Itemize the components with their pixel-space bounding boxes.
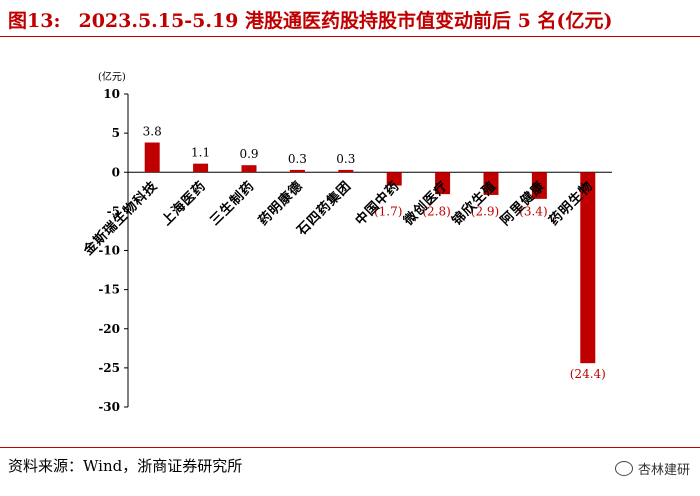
y-tick-label: -10 [98, 244, 120, 258]
wechat-icon [614, 461, 633, 476]
y-tick-label: -20 [98, 322, 120, 336]
y-tick-label: -5 [107, 204, 120, 218]
x-tick-label: 上海医药 [159, 178, 210, 229]
bar [144, 142, 160, 173]
x-tick-label: 三生制药 [207, 178, 258, 229]
y-tick-label: 10 [103, 87, 120, 101]
x-tick-label: 中国中药 [352, 178, 403, 229]
watermark-text: 杏林建研 [637, 463, 690, 478]
data-label: (3.4) [519, 204, 547, 218]
figure-title-text: 2023.5.15-5.19 港股通医药股持股市值变动前后 5 名(亿元) [78, 10, 613, 32]
bar [193, 163, 209, 173]
bar [386, 172, 402, 186]
bar [435, 172, 451, 195]
bar [241, 165, 257, 173]
data-label: 0.3 [288, 152, 307, 166]
bar [289, 169, 305, 173]
x-tick-label: 阿里健康 [497, 178, 548, 229]
top-rule [0, 36, 700, 37]
data-label: (2.9) [471, 204, 499, 218]
bar [580, 172, 596, 364]
data-label: 1.1 [191, 146, 210, 160]
x-tick-label: 金斯瑞生物科技 [80, 178, 161, 259]
bottom-rule [0, 447, 700, 448]
data-label: (1.7) [374, 204, 402, 218]
data-label: (24.4) [570, 367, 606, 381]
source-note: 资料来源：Wind，浙商证券研究所 [8, 457, 243, 475]
y-tick-label: 0 [112, 165, 120, 179]
data-label: 0.3 [336, 152, 355, 166]
figure-number: 图13: [8, 10, 61, 32]
data-label: 0.9 [239, 147, 258, 161]
y-tick-label: -15 [98, 283, 120, 297]
bar [531, 172, 547, 199]
x-tick-label: 锦欣生殖 [449, 178, 500, 229]
y-tick-label: -30 [98, 400, 120, 414]
unit-label: (亿元) [98, 70, 126, 83]
y-tick-label: -25 [98, 361, 120, 375]
data-label: 3.8 [143, 125, 162, 139]
x-tick-label: 药明康德 [255, 178, 306, 229]
figure-title: 图13: 2023.5.15-5.19 港股通医药股持股市值变动前后 5 名(亿元… [8, 6, 612, 33]
bar [483, 172, 499, 195]
bar-chart: (亿元) 10 5 0 -5 -10 -15 -20 -25 -30 3.8 金斯瑞生物科技 1.1 上海… [80, 70, 612, 414]
bar [338, 169, 354, 173]
y-tick-label: 5 [112, 126, 120, 140]
data-label: (2.8) [422, 204, 450, 218]
watermark: 杏林建研 [614, 459, 690, 478]
